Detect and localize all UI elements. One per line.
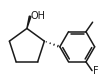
Text: F: F [93,66,98,76]
Text: OH: OH [31,11,46,21]
Polygon shape [27,16,31,28]
